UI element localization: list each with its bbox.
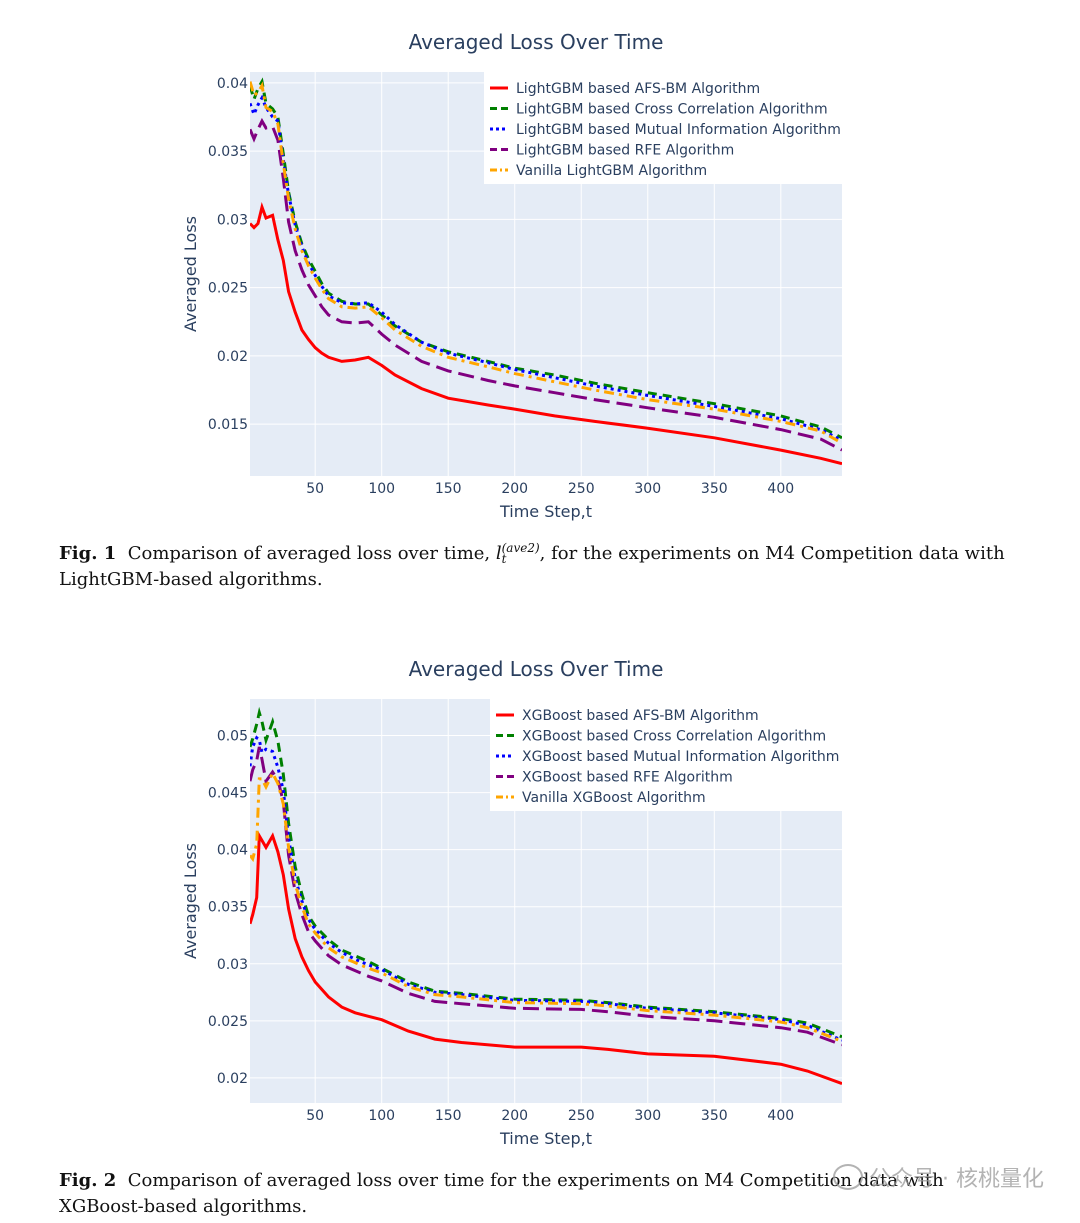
figure-1-label: Fig. 1: [59, 543, 117, 564]
x-axis-title: Time Step,t: [499, 1129, 592, 1148]
legend: XGBoost based AFS-BM Algorithm XGBoost ba…: [490, 699, 848, 811]
y-tick-label: 0.03: [217, 212, 248, 228]
figure-2-caption-text: Comparison of averaged loss over time fo…: [59, 1170, 944, 1217]
legend-label: LightGBM based RFE Algorithm: [516, 143, 734, 159]
series-line: [250, 706, 842, 1039]
legend-label: XGBoost based Cross Correlation Algorith…: [522, 729, 826, 745]
series-line: [250, 81, 842, 445]
x-tick-label: 400: [767, 1108, 794, 1124]
x-tick-label: 50: [306, 481, 324, 497]
math-base: l: [495, 543, 502, 564]
math-sup: (ave2): [501, 541, 540, 555]
watermark: 公众号 · 核桃量化: [833, 1161, 1044, 1193]
legend-label: LightGBM based Mutual Information Algori…: [516, 122, 841, 138]
x-tick-label: 350: [701, 481, 728, 497]
figure-1-caption-text-before: Comparison of averaged loss over time,: [127, 543, 496, 564]
series-line: [250, 830, 842, 1086]
x-tick-label: 250: [568, 1108, 595, 1124]
x-tick-label: 150: [435, 1108, 462, 1124]
x-tick-label: 400: [767, 481, 794, 497]
series-line: [250, 735, 842, 1042]
series-line: [250, 117, 842, 452]
figure-2-caption: Fig. 2 Comparison of averaged loss over …: [59, 1168, 1029, 1220]
x-tick-label: 300: [634, 1108, 661, 1124]
chart-title: Averaged Loss Over Time: [409, 30, 664, 54]
y-tick-label: 0.035: [208, 144, 248, 160]
wechat-icon: [833, 1164, 864, 1190]
legend: LightGBM based AFS-BM Algorithm LightGBM …: [484, 72, 848, 184]
series-line: [250, 201, 842, 466]
y-tick-label: 0.02: [217, 349, 248, 365]
legend-box: [484, 72, 848, 184]
x-tick-label: 150: [435, 481, 462, 497]
math-sub: t: [501, 552, 507, 566]
x-tick-label: 50: [306, 1108, 324, 1124]
series-line: [250, 746, 842, 1047]
x-tick-label: 250: [568, 481, 595, 497]
figure-2-label: Fig. 2: [59, 1170, 117, 1191]
x-axis-title: Time Step,t: [499, 502, 592, 521]
watermark-text: 公众号 · 核桃量化: [869, 1167, 1044, 1192]
chart-2: 50 100 150 200 250 300 350 400 0.02 0.025 0.03 0.03…: [181, 657, 848, 1148]
x-tick-label: 100: [368, 1108, 395, 1124]
legend-label: XGBoost based RFE Algorithm: [522, 770, 733, 786]
y-tick-label: 0.035: [208, 900, 248, 916]
x-tick-label: 350: [701, 1108, 728, 1124]
figure-1-caption: Fig. 1 Comparison of averaged loss over …: [59, 541, 1029, 593]
y-tick-label: 0.025: [208, 281, 248, 297]
series-line: [250, 94, 842, 442]
legend-label: Vanilla XGBoost Algorithm: [522, 790, 706, 806]
legend-label: Vanilla LightGBM Algorithm: [516, 163, 707, 179]
y-axis-title: Averaged Loss: [181, 843, 200, 959]
y-tick-label: 0.015: [208, 417, 248, 433]
chart-title: Averaged Loss Over Time: [409, 657, 664, 681]
y-tick-label: 0.05: [217, 729, 248, 745]
figure-1-caption-text-after: , for the experiments on M4 Competition …: [59, 543, 1005, 590]
legend-label: LightGBM based Cross Correlation Algorit…: [516, 102, 828, 118]
legend-label: LightGBM based AFS-BM Algorithm: [516, 81, 760, 97]
chart-1: 50 100 150 200 250 300 350 400 0.015 0.02 0.025 0.0…: [181, 30, 848, 521]
x-tick-label: 100: [368, 481, 395, 497]
x-tick-label: 200: [501, 481, 528, 497]
y-axis-title: Averaged Loss: [181, 216, 200, 332]
y-tick-label: 0.045: [208, 786, 248, 802]
y-tick-label: 0.04: [217, 76, 248, 92]
legend-label: XGBoost based Mutual Information Algorit…: [522, 749, 839, 765]
figure-1-caption-math: l (ave2) t: [495, 541, 540, 566]
series-line: [250, 77, 842, 440]
legend-label: XGBoost based AFS-BM Algorithm: [522, 708, 759, 724]
y-tick-label: 0.02: [217, 1071, 248, 1087]
x-tick-label: 300: [634, 481, 661, 497]
y-tick-label: 0.04: [217, 843, 248, 859]
y-tick-label: 0.03: [217, 957, 248, 973]
x-tick-label: 200: [501, 1108, 528, 1124]
y-tick-label: 0.025: [208, 1014, 248, 1030]
legend-box: [490, 699, 848, 811]
series-line: [250, 769, 842, 1043]
